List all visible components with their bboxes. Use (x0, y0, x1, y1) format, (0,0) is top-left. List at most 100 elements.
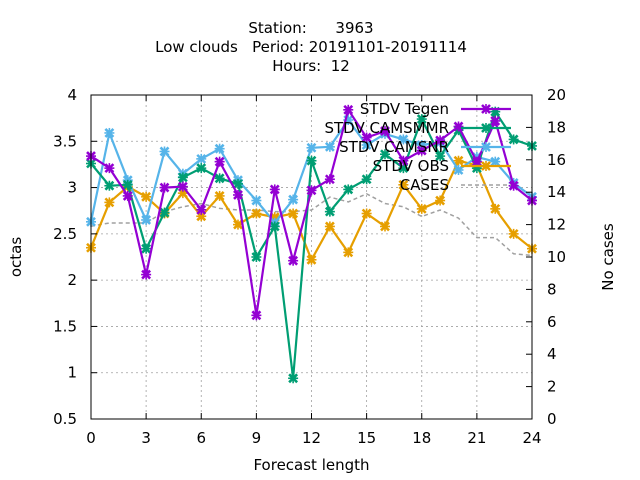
data-point-stdv-camsmmr (177, 172, 188, 183)
data-point-stdv-obs (490, 203, 501, 214)
series-stdv-tegen (86, 104, 537, 321)
data-point-stdv-camsmmr (324, 206, 335, 217)
data-point-stdv-tegen (288, 255, 299, 266)
data-point-stdv-camsmmr (508, 134, 519, 145)
data-point-stdv-tegen (251, 310, 262, 321)
data-point-stdv-camsmmr (343, 184, 354, 195)
y-tick-label: 1 (67, 364, 77, 382)
x-tick-label: 18 (412, 429, 431, 447)
data-point-stdv-tegen (306, 185, 317, 196)
data-point-stdv-tegen (398, 155, 409, 166)
legend-marker (481, 142, 491, 152)
legend-label: STDV CAMSMMR (324, 119, 449, 137)
y2-tick-label: 4 (547, 345, 557, 363)
y2-tick-label: 6 (547, 313, 557, 331)
data-point-stdv-obs (453, 155, 464, 166)
data-point-stdv-obs (324, 221, 335, 232)
data-point-stdv-camsnr (196, 153, 207, 164)
x-tick-label: 3 (141, 429, 151, 447)
data-point-stdv-camsmmr (380, 149, 390, 160)
data-point-stdv-camsmmr (122, 179, 133, 190)
data-point-stdv-camsnr (324, 141, 335, 152)
y2-tick-label: 10 (547, 248, 566, 266)
x-tick-label: 0 (86, 429, 96, 447)
data-point-stdv-camsmmr (435, 151, 446, 162)
data-point-stdv-camsmmr (233, 178, 243, 189)
data-point-stdv-camsnr (104, 127, 115, 138)
legend-marker (481, 161, 491, 171)
axis-ticks: 0 3 6 9 12 15 18 21 240.511.522.533.540246810121… (53, 86, 566, 447)
data-point-stdv-camsnr (251, 195, 262, 206)
data-point-stdv-camsmmr (214, 173, 225, 184)
series-lines (86, 104, 537, 384)
data-point-stdv-camsnr (141, 214, 152, 225)
data-point-stdv-obs (214, 190, 225, 201)
data-point-stdv-tegen (380, 126, 390, 137)
data-point-stdv-tegen (214, 156, 225, 167)
y-tick-label: 1.5 (53, 317, 77, 335)
y2-tick-label: 8 (547, 280, 557, 298)
x-tick-label: 15 (357, 429, 376, 447)
data-point-stdv-tegen (141, 269, 152, 280)
legend-label: STDV Tegen (360, 100, 449, 118)
data-point-stdv-camsmmr (196, 163, 207, 174)
data-point-stdv-tegen (324, 174, 335, 185)
x-tick-label: 21 (467, 429, 486, 447)
y2-tick-label: 14 (547, 183, 566, 201)
y-tick-label: 0.5 (53, 410, 77, 428)
data-point-stdv-obs (416, 203, 427, 214)
axis-labels: Forecast length octas No cases (7, 223, 617, 474)
legend-item-stdv-camsnr: STDV CAMSNR (339, 138, 511, 156)
legend-marker (481, 104, 491, 114)
x-tick-label: 9 (252, 429, 262, 447)
y2-axis-label: No cases (599, 223, 617, 291)
data-point-stdv-obs (141, 191, 152, 202)
y2-tick-label: 20 (547, 86, 566, 104)
data-point-stdv-obs (398, 179, 409, 190)
legend-label: STDV CAMSNR (339, 138, 449, 156)
y2-tick-label: 0 (547, 410, 557, 428)
data-point-stdv-camsnr (398, 134, 409, 145)
legend-marker (481, 123, 491, 133)
data-point-stdv-tegen (269, 184, 280, 195)
data-point-stdv-camsnr (214, 143, 225, 154)
y2-tick-label: 16 (547, 151, 566, 169)
data-point-stdv-obs (104, 197, 115, 208)
data-point-stdv-obs (233, 219, 243, 230)
legend-item-stdv-tegen: STDV Tegen (360, 100, 511, 118)
y-tick-label: 3 (67, 179, 77, 197)
title-line-2: Low clouds Period: 20191101-20191114 (155, 38, 467, 56)
legend-item-stdv-obs: STDV OBS (373, 157, 511, 175)
title-line-3: Hours: 12 (272, 57, 350, 75)
data-point-stdv-obs (508, 228, 519, 239)
data-point-stdv-tegen (233, 189, 243, 200)
y-tick-label: 2.5 (53, 225, 77, 243)
title-line-1: Station: 3963 (248, 19, 373, 37)
y-axis-label: octas (7, 237, 25, 277)
data-point-stdv-camsmmr (104, 180, 115, 191)
data-point-stdv-camsmmr (361, 174, 372, 185)
legend-item-stdv-camsmmr: STDV CAMSMMR (324, 119, 511, 137)
data-point-stdv-obs (306, 254, 317, 265)
data-point-stdv-tegen (416, 145, 427, 156)
data-point-stdv-camsmmr (159, 207, 170, 218)
data-point-stdv-obs (361, 208, 372, 219)
y2-tick-label: 2 (547, 378, 557, 396)
data-point-stdv-camsmmr (398, 163, 409, 174)
data-point-stdv-obs (435, 195, 446, 206)
legend-item-cases: CASES (400, 176, 511, 194)
data-point-stdv-tegen (361, 132, 372, 143)
y2-tick-label: 12 (547, 216, 566, 234)
data-point-stdv-camsnr (159, 146, 170, 157)
x-tick-label: 6 (196, 429, 206, 447)
legend-label: STDV OBS (373, 157, 449, 175)
x-axis-label: Forecast length (253, 456, 369, 474)
data-point-stdv-tegen (177, 181, 188, 192)
data-point-stdv-camsnr (306, 142, 317, 153)
data-point-stdv-tegen (104, 163, 115, 174)
y-tick-label: 2 (67, 271, 77, 289)
data-point-stdv-tegen (196, 204, 207, 215)
